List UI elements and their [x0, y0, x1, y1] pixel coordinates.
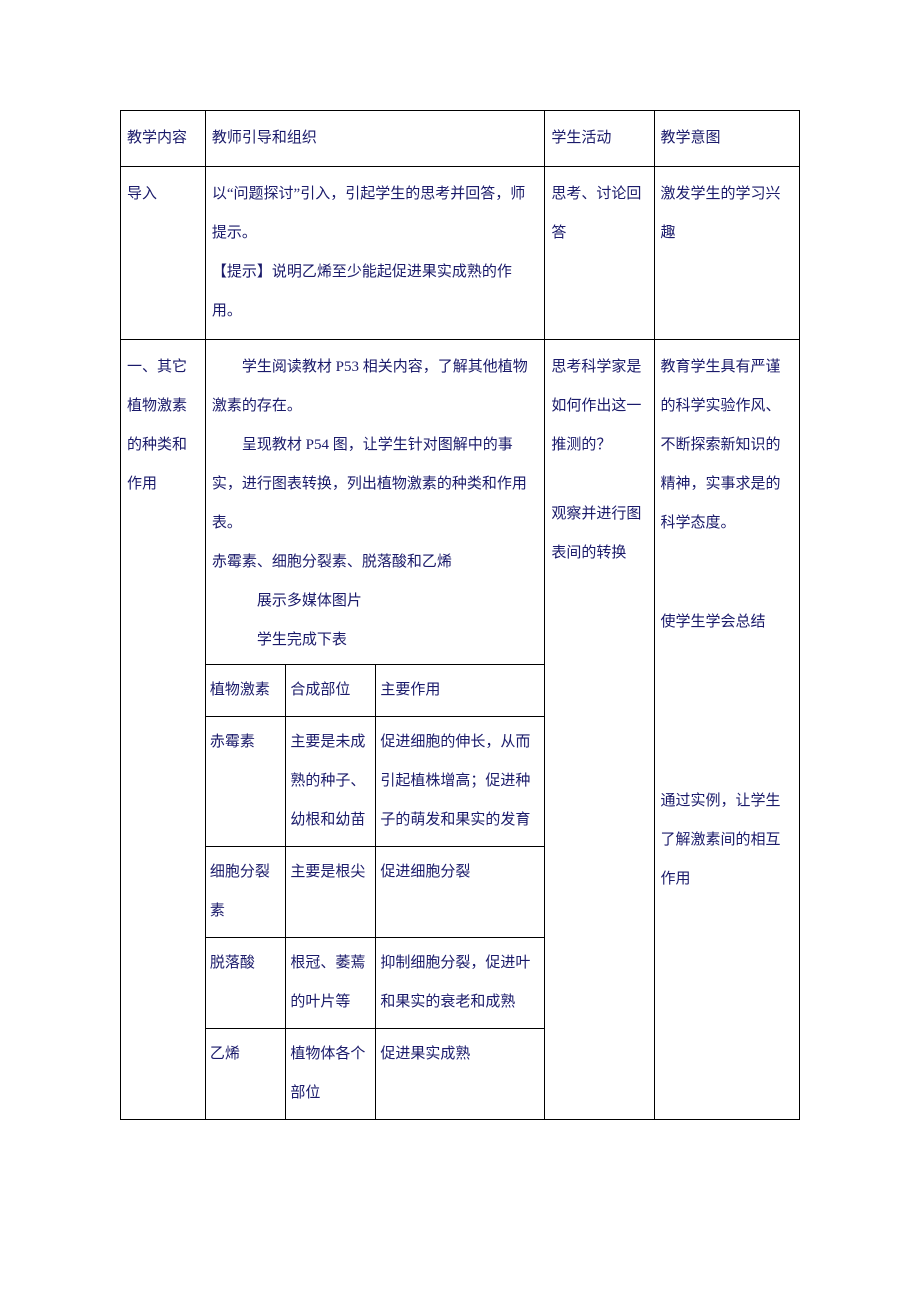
- intro-student-activity: 思考、讨论回答: [545, 167, 654, 340]
- hormone-row: 乙烯 植物体各个部位 促进果实成熟: [206, 1029, 545, 1120]
- hormone-cell: 促进细胞的伸长，从而引起植株增高；促进种子的萌发和果实的发育: [376, 717, 545, 847]
- main-guide-p1: 学生阅读教材 P53 相关内容，了解其他植物激素的存在。: [212, 348, 539, 426]
- hormone-cell: 促进细胞分裂: [376, 847, 545, 938]
- spacer: [661, 642, 794, 782]
- main-intent-p3: 通过实例，让学生了解激素间的相互作用: [661, 782, 794, 899]
- intro-content-label: 导入: [121, 167, 206, 340]
- main-intent-p1: 教育学生具有严谨的科学实验作风、不断探索新知识的精神，实事求是的科学态度。: [661, 348, 794, 543]
- hormone-cell: 抑制细胞分裂，促进叶和果实的衰老和成熟: [376, 938, 545, 1029]
- header-student-activity: 学生活动: [545, 111, 654, 167]
- hormone-cell: 促进果实成熟: [376, 1029, 545, 1120]
- main-intent-p2: 使学生学会总结: [661, 603, 794, 642]
- intro-teacher-guide: 以“问题探讨”引入，引起学生的思考并回答，师提示。 【提示】说明乙烯至少能起促进…: [205, 167, 545, 340]
- row-main: 一、其它植物激素的种类和作用 学生阅读教材 P53 相关内容，了解其他植物激素的…: [121, 340, 800, 1120]
- intro-guide-p1: 以“问题探讨”引入，引起学生的思考并回答，师提示。: [212, 175, 539, 253]
- hormone-header-row: 植物激素 合成部位 主要作用: [206, 665, 545, 717]
- hormone-cell: 赤霉素: [206, 717, 286, 847]
- hormone-table: 植物激素 合成部位 主要作用 赤霉素 主要是未成熟的种子、幼根和幼苗 促进细胞的…: [206, 664, 545, 1119]
- main-content-label: 一、其它植物激素的种类和作用: [121, 340, 206, 1120]
- main-student-activity: 思考科学家是如何作出这一推测的？ 观察并进行图表间的转换: [545, 340, 654, 1120]
- intro-teaching-intent: 激发学生的学习兴趣: [654, 167, 800, 340]
- main-guide-p3: 赤霉素、细胞分裂素、脱落酸和乙烯: [212, 543, 539, 582]
- hormone-row: 脱落酸 根冠、萎蔫的叶片等 抑制细胞分裂，促进叶和果实的衰老和成熟: [206, 938, 545, 1029]
- main-guide-p4: 展示多媒体图片: [212, 582, 539, 621]
- page: 教学内容 教师引导和组织 学生活动 教学意图 导入 以“问题探讨”引入，引起学生…: [0, 0, 920, 1160]
- hormone-row: 赤霉素 主要是未成熟的种子、幼根和幼苗 促进细胞的伸长，从而引起植株增高；促进种…: [206, 717, 545, 847]
- intro-guide-p2: 【提示】说明乙烯至少能起促进果实成熟的作用。: [212, 253, 539, 331]
- header-teaching-content: 教学内容: [121, 111, 206, 167]
- hormone-col-effect: 主要作用: [376, 665, 545, 717]
- main-teacher-guide: 学生阅读教材 P53 相关内容，了解其他植物激素的存在。 呈现教材 P54 图，…: [205, 340, 545, 1120]
- hormone-cell: 根冠、萎蔫的叶片等: [286, 938, 376, 1029]
- row-intro: 导入 以“问题探讨”引入，引起学生的思考并回答，师提示。 【提示】说明乙烯至少能…: [121, 167, 800, 340]
- lesson-plan-table: 教学内容 教师引导和组织 学生活动 教学意图 导入 以“问题探讨”引入，引起学生…: [120, 110, 800, 1120]
- table-header-row: 教学内容 教师引导和组织 学生活动 教学意图: [121, 111, 800, 167]
- main-activity-p1: 思考科学家是如何作出这一推测的？: [551, 348, 647, 465]
- hormone-col-name: 植物激素: [206, 665, 286, 717]
- hormone-cell: 乙烯: [206, 1029, 286, 1120]
- main-teaching-intent: 教育学生具有严谨的科学实验作风、不断探索新知识的精神，实事求是的科学态度。 使学…: [654, 340, 800, 1120]
- hormone-cell: 脱落酸: [206, 938, 286, 1029]
- hormone-cell: 主要是未成熟的种子、幼根和幼苗: [286, 717, 376, 847]
- main-guide-p2: 呈现教材 P54 图，让学生针对图解中的事实，进行图表转换，列出植物激素的种类和…: [212, 426, 539, 543]
- header-teaching-intent: 教学意图: [654, 111, 800, 167]
- hormone-cell: 主要是根尖: [286, 847, 376, 938]
- header-teacher-guide: 教师引导和组织: [205, 111, 545, 167]
- hormone-row: 细胞分裂素 主要是根尖 促进细胞分裂: [206, 847, 545, 938]
- main-activity-p2: 观察并进行图表间的转换: [551, 495, 647, 573]
- hormone-col-site: 合成部位: [286, 665, 376, 717]
- hormone-cell: 植物体各个部位: [286, 1029, 376, 1120]
- main-guide-p5: 学生完成下表: [212, 621, 539, 660]
- hormone-cell: 细胞分裂素: [206, 847, 286, 938]
